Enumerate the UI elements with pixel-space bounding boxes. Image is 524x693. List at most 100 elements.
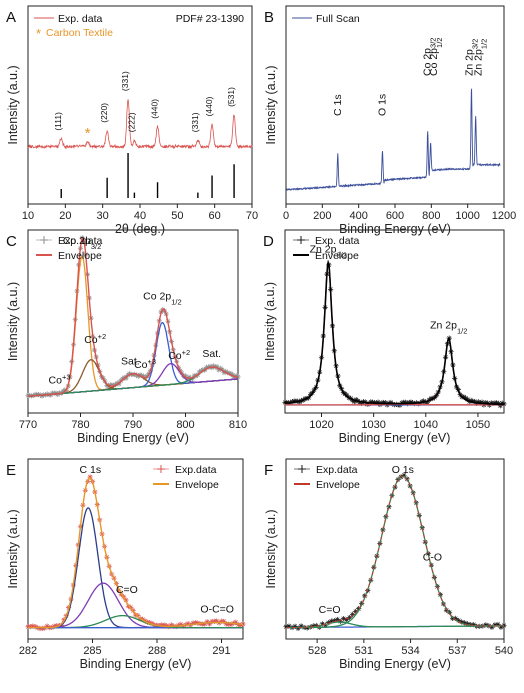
exp-data-point <box>233 373 239 379</box>
peak-annotation-base: Co <box>168 350 182 362</box>
exp-data-point <box>382 400 388 406</box>
exp-data-point <box>331 617 338 624</box>
x-tick-label: 1050 <box>466 419 490 431</box>
x-tick-label: 20 <box>59 210 71 222</box>
exp-data-point <box>202 621 208 627</box>
exp-data-point <box>351 399 357 405</box>
legend-label-exp: Exp. data <box>315 235 360 247</box>
miller-index-label: (531) <box>226 87 236 107</box>
peak-annotation: C-O <box>423 552 442 564</box>
exp-data-point <box>295 625 301 631</box>
x-tick-label: 50 <box>171 210 183 222</box>
exp-data-point <box>310 623 316 629</box>
peak-annotation-superscript: +3 <box>62 372 71 381</box>
exp-data-point <box>51 623 57 629</box>
peak-annotation-base: Co <box>84 334 98 346</box>
exp-data-point <box>370 399 376 405</box>
exp-data-point <box>479 399 485 405</box>
x-tick-label: 537 <box>448 645 466 657</box>
panel-c-xps: 770 780 790 800 810 Binding Energy (eV) Intens… <box>6 229 247 445</box>
exp-data-point <box>44 623 50 629</box>
x-tick-label: 534 <box>401 645 419 657</box>
x-axis-label: 2θ (deg.) <box>115 222 165 236</box>
exp-data-point <box>238 622 244 628</box>
x-tick-label: 1000 <box>455 210 479 222</box>
exp-data-point <box>494 400 500 406</box>
peak-annotation: Co 2p3/2 <box>63 235 101 251</box>
exp-data-point <box>230 372 236 378</box>
exp-data-point <box>446 335 452 341</box>
peak-annotation: Zn 2p1/2 <box>430 320 467 336</box>
exp-data-point <box>27 623 33 630</box>
x-axis-label: Binding Energy (eV) <box>77 431 189 445</box>
exp-data-point <box>144 373 150 379</box>
legend-label-exp: Exp. data <box>58 235 103 247</box>
x-tick-label: 30 <box>97 210 109 222</box>
element-peak-label-base: Co 2p <box>422 48 434 76</box>
exp-data-point <box>468 622 474 628</box>
x-tick-label: 60 <box>209 210 221 222</box>
exp-data-point <box>196 369 203 375</box>
exp-data-point <box>289 398 295 405</box>
x-tick-label: 540 <box>495 645 513 657</box>
panel-f-xps: 528 531 534 537 540 Binding Energy (eV) Intens… <box>264 458 513 671</box>
exp-data-point <box>121 374 127 381</box>
envelope-curve <box>28 477 244 629</box>
x-tick-label: 1200 <box>492 210 516 222</box>
exp-data-point <box>459 619 465 625</box>
peak-annotation-base: Sat. <box>121 355 140 367</box>
exp-data-point <box>27 392 33 399</box>
envelope-curve <box>284 259 504 406</box>
exp-data-point <box>191 372 197 379</box>
exp-data-point <box>408 399 414 405</box>
element-peak-label-subscript: 3/2 <box>470 39 479 49</box>
exp-data-point <box>498 624 504 630</box>
y-axis-label: Intensity (a.u.) <box>6 65 20 144</box>
x-tick-label: 1020 <box>309 419 333 431</box>
peak-annotation-superscript: +2 <box>98 331 107 340</box>
panel-label: D <box>263 233 274 250</box>
plot-frame <box>284 229 505 414</box>
element-peak-label: Co 2p1/2 <box>428 38 444 76</box>
peak-annotation: C 1s <box>80 464 102 476</box>
peak-annotation-base: C-O <box>423 552 442 564</box>
x-axis-label: Binding Energy (eV) <box>339 222 451 236</box>
element-peak-label: Zn 2p1/2 <box>473 39 489 76</box>
peak-annotation: C=O <box>319 604 341 616</box>
exp-data-point <box>185 620 191 627</box>
exp-data-point <box>180 623 186 629</box>
element-peak-label-base: Zn 2p <box>473 49 485 76</box>
peak-annotation-base: C=O <box>319 604 341 616</box>
x-tick-label: 770 <box>19 419 37 431</box>
exp-data-point <box>214 364 220 370</box>
exp-data-point <box>133 372 140 378</box>
exp-data-point <box>499 400 505 406</box>
element-peak-label-subscript: 1/2 <box>479 39 488 49</box>
element-peak-label-base: O 1s <box>376 94 388 116</box>
miller-index-label: (222) <box>126 112 136 132</box>
exp-data-point <box>353 608 359 615</box>
exp-data-point <box>350 611 356 617</box>
peak-annotation-subscript: 3/2 <box>336 250 346 259</box>
x-tick-label: 528 <box>308 645 326 657</box>
exp-data-point <box>495 621 501 628</box>
y-axis-label: Intensity (a.u.) <box>264 65 278 144</box>
exp-data-point <box>221 618 227 624</box>
peak-annotation-base: C=O <box>116 584 138 596</box>
panel-label: E <box>6 462 16 479</box>
peak-annotation: Sat. <box>121 355 140 367</box>
legend-label-exp: Exp. data <box>58 13 103 25</box>
panel-d-xps: 1020 1030 1040 1050 Binding Energy (eV) Inten… <box>263 229 507 445</box>
peak-annotation-superscript: +3 <box>148 356 157 365</box>
exp-data-point <box>139 372 145 379</box>
exp-data-point <box>497 403 503 409</box>
exp-data-point <box>137 372 143 378</box>
peak-annotation: Co+2 <box>168 347 190 362</box>
panel-label: F <box>264 462 273 479</box>
exp-data-point <box>483 399 489 406</box>
x-tick-label: 0 <box>283 210 289 222</box>
exp-data-point <box>401 472 407 478</box>
peak-annotation-base: Co 2p <box>63 235 91 247</box>
peak-annotation-subscript: 1/2 <box>457 326 467 335</box>
